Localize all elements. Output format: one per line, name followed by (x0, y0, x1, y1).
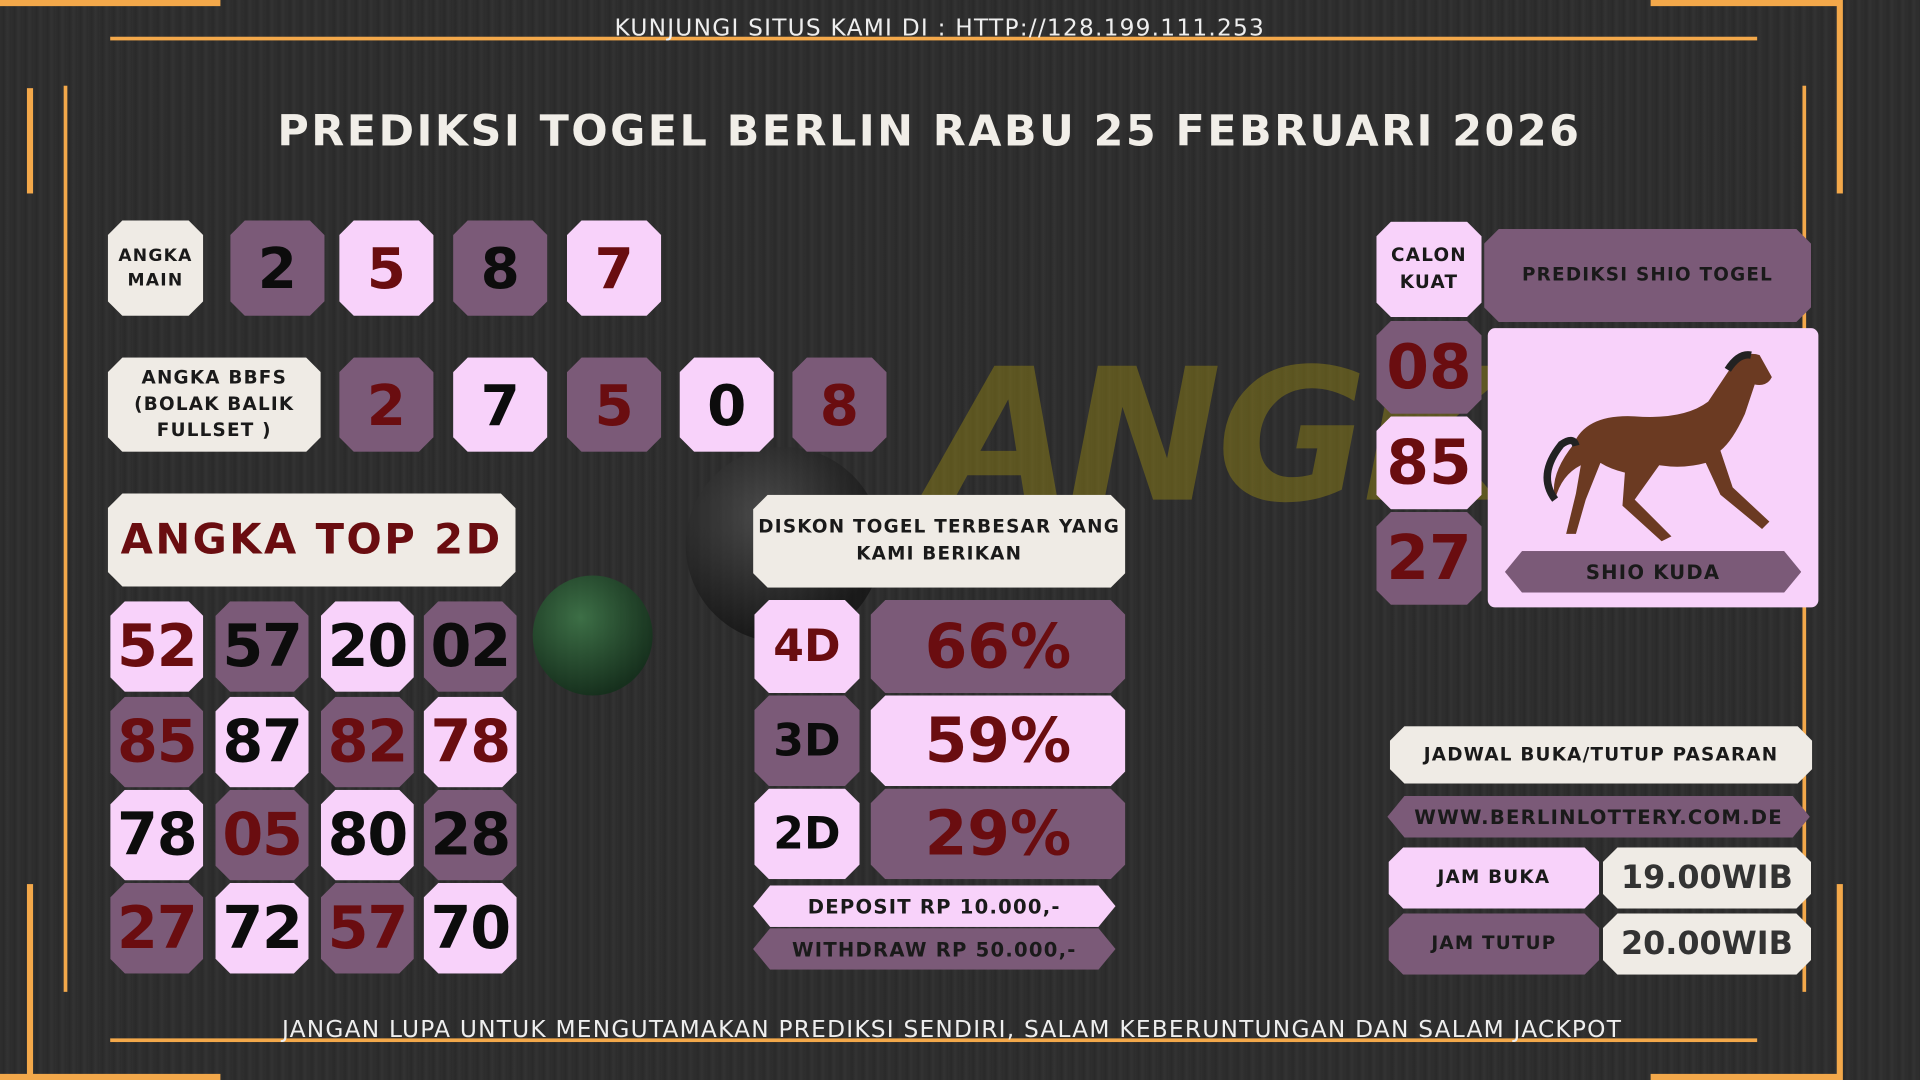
frame-line (1650, 0, 1841, 7)
bbfs-label: ANGKA BBFS (BOLAK BALIK FULLSET ) (108, 358, 321, 452)
frame-line (0, 1073, 221, 1080)
jam-tutup-value: 20.00WIB (1603, 913, 1811, 974)
top2d-number: 78 (424, 697, 517, 788)
top2d-number: 52 (110, 601, 203, 692)
bbfs-digit: 5 (567, 358, 661, 452)
top2d-number: 78 (110, 790, 203, 881)
footer-text: JANGAN LUPA UNTUK MENGUTAMAKAN PREDIKSI … (281, 1016, 1623, 1044)
calon-kuat-number: 08 (1376, 321, 1481, 414)
top2d-number: 05 (216, 790, 309, 881)
top2d-number: 27 (110, 883, 203, 974)
angka-main-digit: 8 (453, 220, 547, 316)
frame-line (1836, 884, 1843, 1080)
frame-line (26, 88, 34, 194)
top2d-number: 70 (424, 883, 517, 974)
jadwal-label: JADWAL BUKA/TUTUP PASARAN (1390, 726, 1812, 784)
diskon-label: DISKON TOGEL TERBESAR YANG KAMI BERIKAN (753, 495, 1125, 588)
withdraw-info: WITHDRAW RP 50.000,- (753, 928, 1115, 970)
bbfs-digit: 2 (339, 358, 433, 452)
shio-name: SHIO KUDA (1505, 551, 1801, 593)
diskon-value: 59% (871, 696, 1126, 787)
deposit-info: DEPOSIT RP 10.000,- (753, 885, 1115, 927)
shio-label: PREDIKSI SHIO TOGEL (1484, 229, 1811, 322)
horse-icon (1543, 351, 1772, 542)
frame-line (110, 1038, 1758, 1043)
bbfs-digit: 0 (680, 358, 774, 452)
top2d-number: 57 (216, 601, 309, 692)
diskon-type: 4D (754, 600, 859, 693)
top2d-number: 87 (216, 697, 309, 788)
jam-buka-label: JAM BUKA (1389, 847, 1600, 908)
top2d-number: 80 (321, 790, 414, 881)
website-link[interactable]: WWW.BERLINLOTTERY.COM.DE (1387, 796, 1809, 838)
angka-main-digit: 7 (567, 220, 661, 316)
top2d-label: ANGKA TOP 2D (108, 493, 516, 586)
calon-kuat-label: CALON KUAT (1376, 222, 1481, 318)
top2d-number: 57 (321, 883, 414, 974)
billiard-ball-icon (532, 575, 653, 696)
frame-line (1650, 1073, 1841, 1080)
top2d-number: 85 (110, 697, 203, 788)
frame-line (110, 36, 1758, 41)
top2d-number: 28 (424, 790, 517, 881)
frame-line (0, 0, 221, 7)
angka-main-label: ANGKA MAIN (108, 220, 204, 316)
shio-card: SHIO KUDA (1487, 328, 1819, 608)
top2d-number: 20 (321, 601, 414, 692)
angka-main-digit: 2 (230, 220, 324, 316)
diskon-value: 29% (871, 789, 1126, 880)
header-text: KUNJUNGI SITUS KAMI DI : HTTP://128.199.… (614, 14, 1266, 42)
diskon-value: 66% (871, 600, 1126, 693)
bbfs-digit: 7 (453, 358, 547, 452)
frame-line (63, 85, 68, 992)
angka-main-digit: 5 (339, 220, 433, 316)
top2d-number: 02 (424, 601, 517, 692)
calon-kuat-number: 85 (1376, 416, 1481, 509)
jam-tutup-label: JAM TUTUP (1389, 913, 1600, 974)
top2d-number: 82 (321, 697, 414, 788)
bbfs-digit: 8 (792, 358, 886, 452)
top2d-number: 72 (216, 883, 309, 974)
page-title: PREDIKSI TOGEL BERLIN RABU 25 FEBRUARI 2… (277, 107, 1582, 157)
frame-line (26, 884, 34, 1080)
diskon-type: 3D (754, 696, 859, 787)
frame-line (1836, 0, 1843, 194)
calon-kuat-number: 27 (1376, 512, 1481, 605)
jam-buka-value: 19.00WIB (1603, 847, 1811, 908)
diskon-type: 2D (754, 789, 859, 880)
